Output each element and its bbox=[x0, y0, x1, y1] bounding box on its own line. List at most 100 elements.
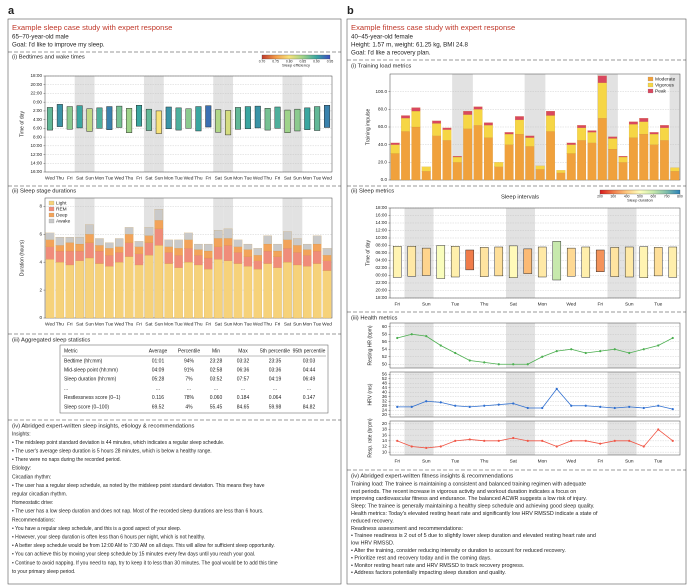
series-line bbox=[397, 428, 673, 449]
y-axis-label: Training impulse bbox=[365, 109, 371, 146]
table-cell: ... bbox=[64, 386, 68, 392]
notes-title: (iv) Abridged expert-written fitness ins… bbox=[351, 474, 513, 480]
panel-label: b bbox=[347, 5, 354, 17]
colorbar-tick-label: 300 bbox=[610, 195, 616, 199]
bar-segment bbox=[134, 253, 144, 266]
sleep-interval bbox=[76, 105, 83, 129]
series-point bbox=[468, 359, 471, 362]
series-point bbox=[541, 439, 544, 442]
series-point bbox=[555, 387, 558, 390]
bar-segment bbox=[164, 252, 173, 264]
series-point bbox=[642, 406, 645, 410]
legend-label: Peak bbox=[655, 88, 667, 94]
bar-segment bbox=[608, 136, 618, 139]
x-tick-label: Wed bbox=[566, 458, 576, 464]
notes-line: • Continue to avoid napping. If you need… bbox=[12, 560, 278, 566]
bar-segment bbox=[577, 140, 587, 181]
bar-segment bbox=[442, 140, 452, 181]
table-cell: 84.65 bbox=[237, 404, 250, 410]
series-point bbox=[410, 445, 413, 448]
bar-segment bbox=[401, 115, 410, 119]
weekend-band bbox=[419, 323, 434, 368]
bar-segment bbox=[204, 250, 213, 259]
notes-line: Etiology: bbox=[12, 466, 31, 472]
y-tick-label: 60 bbox=[382, 324, 388, 329]
sleep-interval bbox=[523, 248, 533, 274]
bar-segment bbox=[312, 243, 322, 252]
separators bbox=[8, 51, 686, 471]
series-point bbox=[512, 402, 515, 405]
legend-swatch bbox=[48, 200, 55, 206]
bar-segment bbox=[105, 266, 114, 319]
weekend-band bbox=[607, 421, 622, 455]
notes-line: Insights: bbox=[12, 431, 31, 437]
bar-segment bbox=[184, 262, 193, 319]
section-title: (iii) Health metrics bbox=[351, 316, 397, 322]
bar-segment bbox=[144, 255, 154, 319]
series-point bbox=[483, 404, 486, 407]
x-tick-label: Fri bbox=[394, 301, 400, 307]
bar-segment bbox=[204, 257, 213, 270]
plot-frame bbox=[389, 322, 681, 369]
bar-segment bbox=[411, 107, 421, 112]
bar-segment bbox=[649, 144, 659, 181]
panel-frame bbox=[346, 18, 687, 585]
x-tick-label: Sat bbox=[145, 175, 153, 181]
x-tick-label: Thu bbox=[264, 321, 273, 327]
y-tick-label: 0.0 bbox=[381, 177, 388, 182]
sleep-interval bbox=[195, 106, 202, 132]
colorbar-tick-label: 500 bbox=[637, 195, 643, 199]
bar-segment bbox=[105, 255, 114, 267]
notes-line: • The user has a low sleep duration and … bbox=[12, 509, 264, 515]
bar-segment bbox=[670, 167, 680, 172]
bar-segment bbox=[95, 250, 104, 264]
series-point bbox=[555, 350, 558, 353]
bar-segment bbox=[639, 133, 649, 181]
bar-segment bbox=[293, 238, 302, 246]
legend-label: Moderate bbox=[655, 76, 676, 82]
y-tick-label: 36 bbox=[382, 394, 388, 399]
bar-segment bbox=[322, 270, 332, 319]
sleep-interval bbox=[566, 247, 576, 277]
weekend-band bbox=[506, 323, 521, 368]
colorbar bbox=[261, 54, 331, 60]
bar-segment bbox=[194, 264, 203, 319]
table-cell: 7% bbox=[185, 377, 193, 383]
bar-segment bbox=[253, 255, 263, 261]
legend-swatch bbox=[48, 212, 55, 218]
bar-segment bbox=[233, 239, 243, 247]
table-cell: 03:03 bbox=[303, 358, 316, 364]
x-tick-label: Fri bbox=[205, 175, 211, 181]
bar-segment bbox=[401, 118, 410, 132]
bar-segment bbox=[639, 118, 649, 122]
bar-segment bbox=[473, 106, 483, 110]
series-point bbox=[497, 403, 500, 406]
table-header: Average bbox=[149, 348, 168, 354]
x-tick-label: Fri bbox=[67, 175, 73, 181]
bar-segment bbox=[253, 260, 263, 270]
legend-swatch bbox=[647, 88, 654, 94]
series-point bbox=[526, 439, 529, 442]
x-tick-label: Tue bbox=[175, 175, 183, 181]
bar-segment bbox=[608, 138, 618, 150]
x-tick-label: Sat bbox=[510, 458, 518, 464]
y-tick-label: 28 bbox=[382, 403, 388, 408]
sleep-interval bbox=[136, 105, 143, 127]
series-point bbox=[628, 439, 631, 442]
weekend-band bbox=[607, 323, 622, 368]
bar-segment bbox=[494, 162, 504, 167]
y-tick-label: 0:00 bbox=[33, 99, 42, 104]
bar-segment bbox=[154, 220, 164, 229]
bar-segment bbox=[293, 252, 302, 266]
bar-segment bbox=[194, 243, 203, 250]
y-tick-label: 56 bbox=[382, 371, 388, 376]
plot-frame bbox=[389, 371, 681, 418]
series-point bbox=[613, 439, 616, 442]
notes-line: • Trainee readiness is 2 out of 5 due to… bbox=[351, 533, 596, 539]
x-tick-label: Sat bbox=[145, 321, 153, 327]
sleep-interval bbox=[508, 245, 518, 278]
table-cell: 07:57 bbox=[237, 377, 250, 383]
y-tick-label: 06:00 bbox=[376, 250, 388, 255]
series-point bbox=[570, 439, 573, 442]
table-cell: ... bbox=[307, 386, 311, 392]
